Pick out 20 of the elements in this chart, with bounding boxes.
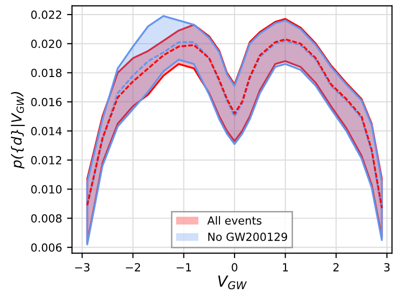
x-tick-label: 1 (283, 263, 288, 272)
x-tick-label: 2 (333, 263, 339, 272)
y-tick-label: 0.020 (31, 40, 62, 48)
y-tick-label: 0.006 (31, 243, 62, 252)
y-tick-label: 0.018 (31, 68, 62, 78)
x-axis-title: V$_{GW}$ (218, 275, 247, 290)
x-tick-label: −3 (75, 263, 90, 272)
y-tick-label: 0.022 (31, 10, 62, 19)
y-tick-label: 0.010 (31, 185, 62, 194)
x-tick-label: 0 (232, 263, 238, 272)
x-tick-label: 3 (384, 263, 390, 272)
legend-label: All events (207, 216, 262, 225)
y-tick-label: 0.014 (31, 126, 62, 136)
y-tick-label: 0.012 (31, 156, 62, 164)
y-tick-label: 0.008 (31, 214, 62, 223)
legend-label: No GW200129 (208, 232, 288, 242)
y-axis-title: p({d}|V$_{GW}$) (10, 92, 25, 169)
x-tick-label: −2 (126, 263, 140, 272)
y-tick-label: 0.016 (31, 98, 62, 106)
x-tick-label: −1 (176, 263, 191, 272)
